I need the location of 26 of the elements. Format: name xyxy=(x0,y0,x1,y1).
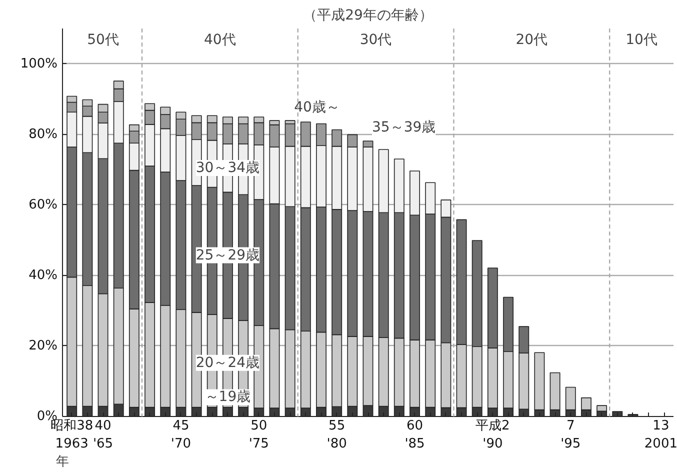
chart-title: （平成29年の年齢） xyxy=(303,8,433,24)
x-axis-title: 年 xyxy=(56,454,69,470)
y-tick-label: 40% xyxy=(28,268,58,283)
series-label: 20～24歳 xyxy=(196,354,260,371)
x-tick-label: 45 '70 xyxy=(170,418,192,452)
x-tick-label: 50 '75 xyxy=(248,418,269,452)
annotation: 10代 xyxy=(626,32,658,48)
y-tick-label: 20% xyxy=(28,338,58,354)
series-label: 30～34歳 xyxy=(196,160,260,176)
x-tick-label: 平成2 '90 xyxy=(476,418,510,452)
x-tick-label: 13 2001 xyxy=(644,418,677,452)
series-label: 40歳～ xyxy=(294,99,340,116)
series-label: ～19歳 xyxy=(204,389,251,406)
y-tick-label: 100% xyxy=(20,56,58,72)
x-tick-label: 7 '95 xyxy=(560,418,581,452)
annotation: 50代 xyxy=(87,32,119,48)
series-label: 25～29歳 xyxy=(196,247,260,264)
series-label: 35～39歳 xyxy=(372,120,436,136)
x-tick-label: 40 '65 xyxy=(92,418,114,452)
annotation: 20代 xyxy=(516,32,548,48)
annotation: 40代 xyxy=(204,32,236,48)
y-tick-label: 80% xyxy=(28,126,58,142)
x-tick-label: 55 '80 xyxy=(326,418,347,452)
annotation: 30代 xyxy=(360,32,392,48)
y-tick-label: 60% xyxy=(28,197,58,212)
x-tick-label: 60 '85 xyxy=(404,418,425,452)
